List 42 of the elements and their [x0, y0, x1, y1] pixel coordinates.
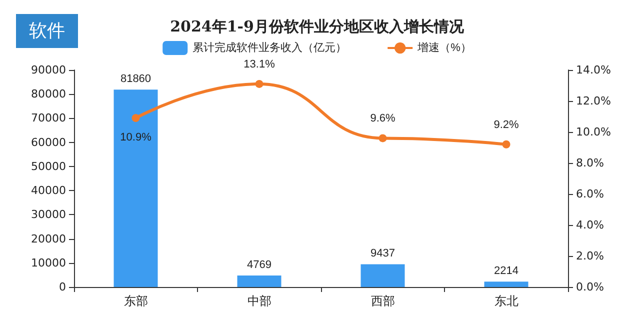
- point: [132, 114, 140, 122]
- y2-tick-label: 10.0%: [576, 126, 611, 138]
- y-tick-label: 40000: [31, 184, 66, 198]
- y-tick-label: 90000: [31, 64, 66, 76]
- y-tick-label: 0: [59, 280, 66, 294]
- y2-tick-label: 12.0%: [576, 94, 611, 108]
- x-tick-label: 西部: [370, 294, 395, 308]
- data-label: 9.2%: [494, 118, 519, 131]
- y-tick-label: 70000: [31, 112, 66, 125]
- x-tick-label: 东北: [494, 294, 518, 308]
- bar: [360, 264, 405, 287]
- data-label: 4769: [247, 259, 272, 271]
- y-tick-label: 80000: [31, 88, 66, 101]
- y-tick-label: 10000: [31, 256, 66, 270]
- y-tick-label: 30000: [31, 208, 66, 222]
- text: 软件: [29, 20, 65, 42]
- point: [502, 140, 510, 148]
- bar: [114, 90, 158, 287]
- y2-tick-label: 6.0%: [576, 188, 604, 200]
- y2-tick-label: 2.0%: [576, 250, 604, 262]
- x-tick-label: 中部: [247, 294, 272, 308]
- data-label: 2214: [494, 265, 518, 278]
- data-label: 9437: [370, 248, 395, 260]
- legend-label: 增速（%）: [416, 41, 472, 54]
- bar: [484, 282, 528, 287]
- data-label: 9.6%: [370, 112, 396, 125]
- y-tick-label: 20000: [31, 232, 66, 246]
- y-tick-label: 50000: [31, 160, 66, 173]
- y2-tick-label: 8.0%: [576, 156, 604, 170]
- chart-title: 2024年1-9月份软件业分地区收入增长情况: [170, 18, 465, 36]
- y2-tick-label: 0.0%: [576, 280, 604, 294]
- y-tick-label: 60000: [31, 136, 66, 149]
- y2-tick-label: 4.0%: [576, 218, 604, 232]
- data-label: 13.1%: [244, 58, 276, 70]
- y2-tick-label: 14.0%: [576, 64, 611, 76]
- x-tick-label: 东部: [124, 294, 148, 308]
- point: [255, 80, 264, 88]
- bar: [237, 276, 282, 287]
- data-label: 10.9%: [120, 132, 152, 144]
- point: [378, 134, 387, 142]
- legend-label: 累计完成软件业务收入（亿元）: [192, 41, 347, 54]
- data-label: 81860: [120, 73, 152, 86]
